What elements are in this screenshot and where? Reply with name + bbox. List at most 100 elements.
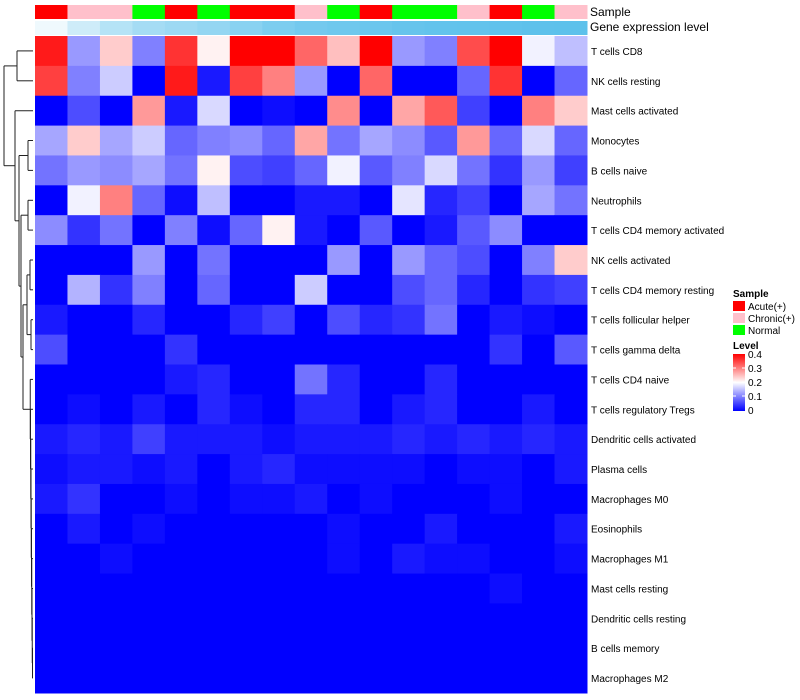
heatmap-cell [327,513,361,545]
heatmap-cell [457,633,491,664]
heatmap-cell [229,573,263,604]
row-label: T cells CD4 memory activated [591,226,724,237]
heatmap-cell [164,36,198,67]
heatmap-cell [262,633,296,664]
heatmap-cell [294,185,328,216]
expression-annotation-cell [489,21,523,35]
heatmap-cell [294,155,328,186]
heatmap-cell [424,274,458,306]
heatmap-cell [67,245,101,276]
row-label: B cells naive [591,166,648,177]
heatmap-cell [67,334,101,365]
heatmap-cell [262,215,296,246]
heatmap-cell [164,65,198,97]
heatmap-cell [67,125,101,156]
row-label: NK cells activated [591,256,670,267]
heatmap-cell [424,364,458,395]
heatmap-cell [164,573,198,604]
sample-annotation-cell [262,5,296,19]
heatmap-cell [392,454,426,485]
heatmap-cell [392,125,426,156]
heatmap-cell [327,245,361,276]
heatmap-cell [164,215,198,246]
heatmap-cell [294,454,328,485]
heatmap-cell [359,394,393,425]
heatmap-cell [262,334,296,365]
heatmap-cell [262,125,296,156]
legend-swatch-chronic [733,313,745,323]
heatmap-cell [359,95,393,127]
legend-level-tick: 0.1 [748,392,762,403]
heatmap-cell [424,394,458,425]
heatmap-cell [99,304,133,336]
heatmap-cell [99,603,133,634]
legend-level-tick: 0.2 [748,378,762,389]
heatmap-cell [294,633,328,664]
heatmap-cell [392,364,426,395]
heatmap-cell [392,245,426,276]
heatmap-cell [522,364,556,395]
heatmap-cell [392,65,426,97]
heatmap-cell [554,95,588,127]
heatmap-cell [262,65,296,97]
heatmap-cell [327,215,361,246]
heatmap-cell [424,304,458,336]
row-label: Mast cells resting [591,585,668,596]
expression-annotation-cell [424,21,458,35]
heatmap-cell [424,334,458,365]
heatmap-cell [35,334,68,365]
legend-swatch-acute [733,301,745,311]
sample-annotation-cell [359,5,393,19]
row-label: Mast cells activated [591,107,678,118]
heatmap-cell [489,513,523,545]
heatmap-cell [489,573,523,604]
heatmap-cell [262,36,296,67]
heatmap-cell [359,364,393,395]
heatmap-cell [489,364,523,395]
heatmap-cell [197,513,231,545]
heatmap-cell [229,95,263,127]
heatmap-cell [197,245,231,276]
heatmap-cell [164,543,198,575]
heatmap-cell [67,155,101,186]
heatmap-cell [392,483,426,515]
heatmap-cell [457,394,491,425]
expression-annotation-cell [262,21,296,35]
row-label: T cells regulatory Tregs [591,405,695,416]
heatmap-cell [197,454,231,485]
heatmap-cell [522,304,556,336]
expression-annotation-cell [327,21,361,35]
heatmap-cell [67,364,101,395]
heatmap-cell [424,543,458,575]
heatmap-cell [424,155,458,186]
heatmap-cell [392,663,426,694]
sample-annotation-cell [457,5,491,19]
heatmap-cell [197,334,231,365]
heatmap-cell [35,155,68,186]
heatmap-cell [164,394,198,425]
heatmap-cell [197,394,231,425]
heatmap-cell [262,543,296,575]
heatmap-cell [67,274,101,306]
heatmap-cell [164,483,198,515]
heatmap-cell [554,573,588,604]
heatmap-cell [359,36,393,67]
heatmap-cell [457,304,491,336]
heatmap-cell [327,274,361,306]
heatmap-cell [132,245,166,276]
heatmap-cell [132,543,166,575]
heatmap-cell [489,215,523,246]
heatmap-cell [554,483,588,515]
heatmap-cell [424,36,458,67]
heatmap-cell [67,513,101,545]
heatmap-cell [424,65,458,97]
heatmap-cell [67,454,101,485]
heatmap-cell [522,245,556,276]
heatmap-cell [229,334,263,365]
heatmap-cell [327,125,361,156]
heatmap-cell [262,424,296,455]
heatmap-cell [554,454,588,485]
sample-annotation-cell [164,5,198,19]
heatmap-cell [392,274,426,306]
heatmap-cell [392,36,426,67]
